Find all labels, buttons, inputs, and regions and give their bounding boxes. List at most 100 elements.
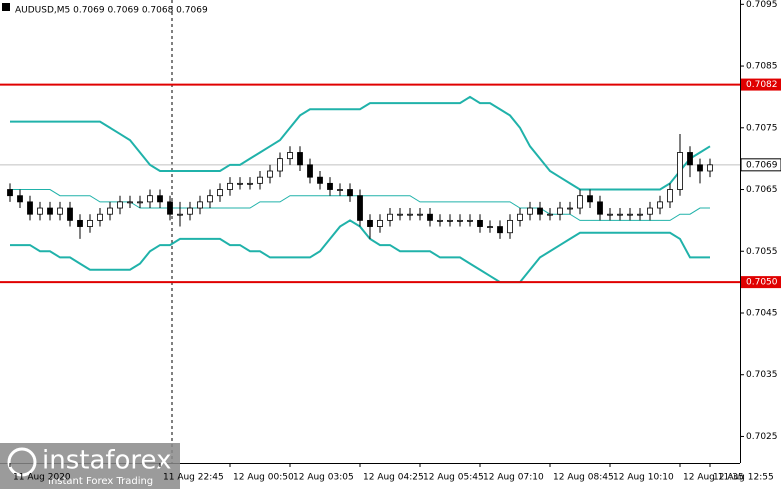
level-label-box [741,276,781,289]
x-tick-label: 12 Aug 08:45 [553,473,614,483]
candle-body [697,164,703,172]
candle-body [117,201,123,209]
candle-body [657,201,663,209]
candle-body [367,219,373,227]
candle-body [467,219,473,222]
y-tick-label: 0.7055 [746,247,778,257]
candle-body [607,213,613,216]
candle-body [517,213,523,221]
candle-body [557,207,563,215]
y-tick-label: 0.7035 [746,370,778,380]
x-tick-label: 12 Aug 03:05 [293,473,354,483]
candle-body [397,213,403,216]
candle-body [407,213,413,216]
watermark-brand: instaforex [42,446,171,476]
candle-body [127,201,133,204]
candle-body [497,226,503,234]
y-tick-label: 0.7065 [746,185,778,195]
candle-body [7,189,13,197]
candle-body [177,213,183,216]
candle-body [77,219,83,227]
watermark-logo [7,447,37,477]
candle-body [637,213,643,216]
candle-body [587,195,593,203]
candle-body [347,189,353,197]
y-tick-label: 0.7025 [746,432,778,442]
candle-body [287,152,293,160]
bollinger-band [10,95,711,191]
candle-body [317,176,323,184]
candle-body [477,219,483,227]
candle-body [627,213,633,216]
candle-body [157,195,163,203]
candle-body [57,207,63,215]
candle-body [167,201,173,215]
title-icon [2,3,10,11]
candle-body [677,152,683,190]
candle-body [307,164,313,178]
candle-body [207,195,213,203]
candle-body [257,176,263,184]
chart-title: AUDUSD,M5 0.7069 0.7069 0.7068 0.7069 [15,6,208,16]
candle-body [217,189,223,197]
candle-body [577,195,583,209]
x-tick-label: 12 Aug 04:25 [363,473,424,483]
candle-body [237,182,243,185]
candle-body [327,182,333,190]
candle-body [667,189,673,203]
candle-body [567,207,573,210]
candle-body [137,201,143,204]
candle-body [387,213,393,221]
y-tick-label: 0.7085 [746,62,778,72]
candle-body [447,219,453,222]
candle-body [617,213,623,216]
candle-body [417,213,423,216]
y-tick-label: 0.7095 [746,0,778,10]
candle-body [227,182,233,190]
x-tick-label: 12 Aug 11:35 [683,473,744,483]
candle-body [547,213,553,216]
candle-body [197,201,203,209]
candle-body [267,170,273,178]
candle-body [67,207,73,221]
candle-body [247,182,253,185]
candle-body [707,164,713,172]
x-tick-label: 11 Aug 2020 [13,473,71,483]
y-tick-label: 0.7075 [746,123,778,133]
candle-body [277,158,283,172]
x-tick-label: 12 Aug 12:55 [713,473,774,483]
candle-body [107,207,113,215]
watermark: instaforex Instant Forex Trading [0,443,180,489]
candle-body [37,207,43,215]
candle-body [687,152,693,166]
candle-body [297,152,303,166]
x-tick-label: 11 Aug 22:45 [163,473,224,483]
candle-body [187,207,193,215]
current-price-label: 0.7069 [746,160,778,170]
candle-body [647,207,653,215]
candle-body [27,201,33,215]
candle-body [147,195,153,203]
y-tick-label: 0.7045 [746,308,778,318]
candle-body [377,219,383,227]
candle-body [437,219,443,222]
level-label-box [741,78,781,91]
level-label: 0.7082 [746,80,778,90]
candle-body [87,219,93,227]
candle-body [597,201,603,215]
candle-body [457,219,463,222]
x-tick-label: 12 Aug 00:50 [233,473,294,483]
watermark-tagline: Instant Forex Trading [48,476,153,487]
plot [0,83,740,284]
candle-body [487,226,493,228]
candle-body [507,219,513,234]
x-tick-label: 12 Aug 10:10 [613,473,674,483]
candle-body [427,213,433,221]
current-price-box [740,158,781,172]
candle-body [97,213,103,221]
candle-body [527,207,533,215]
candle-body [337,189,343,191]
candle-body [47,207,53,215]
x-tick-label: 12 Aug 05:45 [423,473,484,483]
